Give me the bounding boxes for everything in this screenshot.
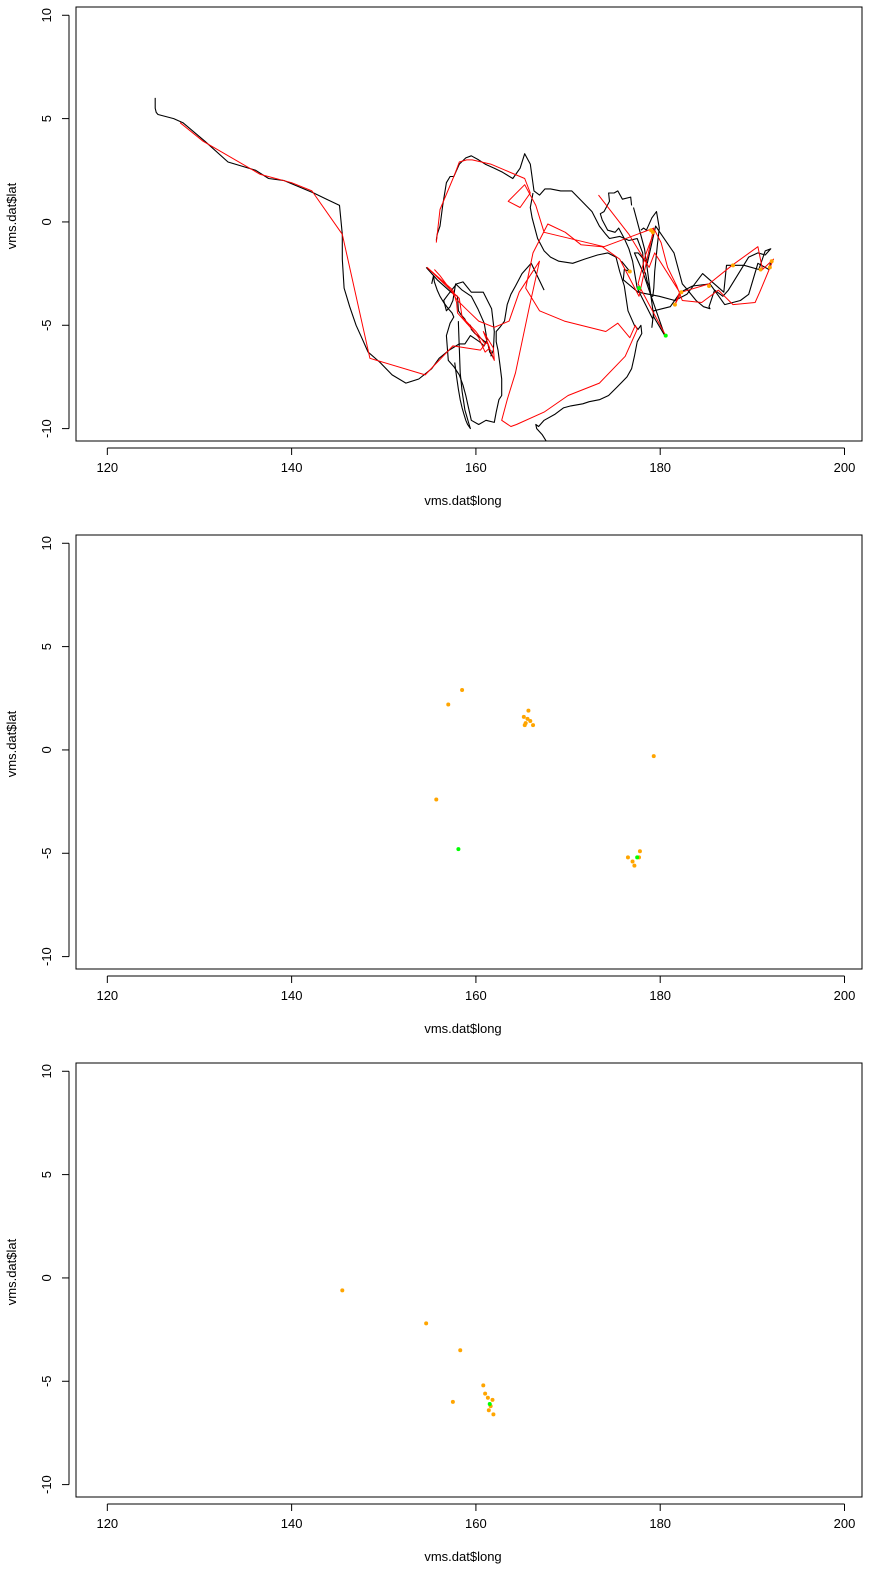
x-axis: 120 140 160 180 200 [96,975,856,1003]
data-point-11 [767,265,772,270]
chart-panel-2: 120 140 160 180 200 vms.dat$long -10 -5 0 5 10 vms.… [4,534,863,1036]
x-tick-label: 200 [834,460,856,475]
data-point-14 [632,863,637,868]
y-tick-label: 0 [39,746,54,753]
y-tick-label: -10 [39,947,54,966]
track-line-6 [529,192,643,441]
chart-panel-3: 120 140 160 180 200 vms.dat$long -10 -5 0 5 10 vms.… [4,1062,863,1564]
y-tick-label: -10 [39,419,54,438]
data-point-10 [531,723,536,728]
y-tick-label: -10 [39,1475,54,1494]
data-point-6 [672,302,677,307]
data-point-2 [450,1399,455,1404]
plot-frame [75,6,863,442]
x-tick-label: 120 [96,1516,118,1531]
x-tick-label: 160 [465,1516,487,1531]
y-axis: -10 -5 0 5 10 [39,1064,70,1494]
data-point-10 [769,259,774,264]
x-tick-label: 180 [649,460,671,475]
data-point-8 [526,708,531,713]
data-point-3 [460,688,465,692]
data-point-12 [730,263,735,268]
x-axis: 120 140 160 180 200 [96,1503,856,1531]
data-point-12 [625,855,630,860]
x-tick-label: 120 [96,988,118,1003]
y-tick-label: 5 [39,115,54,122]
x-axis: 120 140 160 180 200 [96,447,856,475]
x-tick-label: 160 [465,460,487,475]
data-point-1 [434,797,439,802]
interpolated-line-2 [434,159,655,427]
x-tick-label: 140 [281,988,303,1003]
y-axis: -10 -5 0 5 10 [39,8,70,438]
y-tick-label: 5 [39,1171,54,1178]
y-tick-label: 0 [39,218,54,225]
plot-data [340,1288,496,1417]
data-point-2 [446,702,451,707]
data-point-7 [528,719,533,723]
y-tick-label: 10 [39,1064,54,1078]
data-point-9 [758,267,763,272]
data-point-4 [637,286,642,291]
data-point-4 [521,714,526,719]
data-point-2 [650,230,655,235]
plot-data [434,688,656,868]
y-tick-label: 10 [39,536,54,550]
track-line-4 [454,321,471,430]
y-tick-label: 5 [39,643,54,650]
data-point-9 [522,723,527,728]
data-point-8 [491,1412,496,1417]
plot-frame [75,534,863,970]
plot-data [154,97,774,441]
data-point-5 [483,1391,488,1396]
interpolated-line-3 [179,122,495,376]
x-axis-label: vms.dat$long [424,493,501,508]
track-line-2 [599,190,772,328]
y-axis: -10 -5 0 5 10 [39,536,70,966]
data-point-10 [490,1397,495,1402]
plot-frame [75,1062,863,1498]
y-tick-label: 0 [39,1274,54,1281]
y-tick-label: -5 [39,319,54,331]
x-tick-label: 140 [281,460,303,475]
track-line-7 [154,97,495,384]
x-tick-label: 180 [649,1516,671,1531]
y-tick-label: -5 [39,1375,54,1387]
x-tick-label: 200 [834,988,856,1003]
y-axis-label: vms.dat$lat [4,710,19,777]
data-point-11 [340,1288,345,1293]
y-axis-label: vms.dat$lat [4,182,19,249]
x-tick-label: 180 [649,988,671,1003]
data-point-9 [486,1408,491,1413]
data-point-13 [630,859,635,864]
x-tick-label: 160 [465,988,487,1003]
x-tick-label: 200 [834,1516,856,1531]
y-tick-label: 10 [39,8,54,22]
track-line-5 [435,153,660,297]
data-point-4 [481,1383,486,1388]
data-point-6 [485,1395,490,1400]
data-point-12 [487,1402,492,1406]
data-point-3 [458,1348,463,1353]
data-point-17 [635,855,640,860]
x-tick-label: 120 [96,460,118,475]
y-axis-label: vms.dat$lat [4,1238,19,1305]
data-point-1 [424,1321,429,1326]
data-point-3 [627,269,632,274]
chart-panel-1: 120 140 160 180 200 vms.dat$long -10 -5 0 5 10 vms.… [4,6,863,508]
data-point-6 [525,716,530,721]
data-point-18 [651,754,656,759]
data-point-8 [707,284,712,288]
x-axis-label: vms.dat$long [424,1549,501,1564]
data-point-16 [637,849,642,854]
data-point-7 [679,290,684,295]
x-axis-label: vms.dat$long [424,1021,501,1036]
x-tick-label: 140 [281,1516,303,1531]
data-point-5 [663,333,668,338]
y-tick-label: -5 [39,847,54,859]
data-point-11 [456,847,461,852]
